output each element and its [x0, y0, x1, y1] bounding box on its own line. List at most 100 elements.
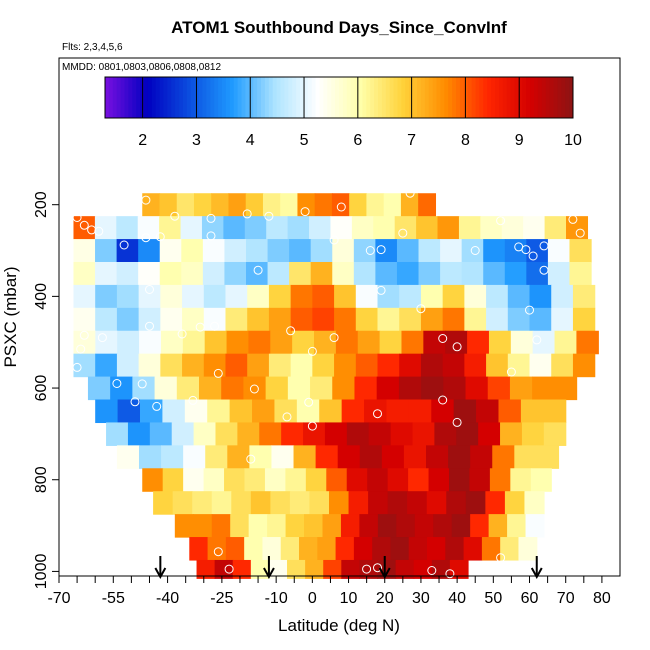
- heatmap-cell: [400, 193, 419, 217]
- heatmap-cell: [245, 193, 264, 217]
- heatmap-cell: [250, 491, 271, 515]
- heatmap-cell: [381, 445, 405, 469]
- heatmap-cell: [451, 514, 471, 538]
- heatmap-cell: [138, 307, 161, 332]
- heatmap-cell: [274, 399, 298, 424]
- heatmap-cell: [408, 468, 430, 492]
- heatmap-cell: [330, 216, 353, 240]
- heatmap-cell: [449, 559, 469, 579]
- heatmap-cell: [359, 559, 379, 579]
- colorbar-segment: [479, 77, 484, 118]
- observation-marker: [405, 188, 415, 198]
- colorbar-segment: [456, 77, 461, 118]
- observation-marker: [362, 564, 372, 574]
- heatmap-cell: [488, 330, 512, 355]
- heatmap-cell: [386, 399, 410, 424]
- colorbar-segment: [249, 77, 254, 118]
- heatmap-cell: [488, 514, 508, 538]
- colorbar-segment: [124, 77, 129, 118]
- colorbar-segment: [132, 77, 137, 118]
- heatmap-cell: [162, 468, 184, 492]
- colorbar-segment: [557, 77, 562, 118]
- heatmap-cell: [340, 514, 361, 538]
- heatmap-cell: [547, 261, 571, 286]
- observation-marker: [470, 246, 480, 255]
- heatmap-cell: [94, 216, 117, 240]
- heatmap-cell: [184, 399, 208, 424]
- heatmap-cell: [142, 193, 161, 217]
- heatmap-cell: [268, 307, 292, 332]
- heatmap-cell: [116, 353, 140, 378]
- heatmap-cell: [290, 307, 313, 332]
- heatmap-cell: [183, 445, 206, 469]
- heatmap-cell: [221, 376, 245, 401]
- heatmap-cell: [95, 261, 118, 286]
- heatmap-cell: [229, 399, 253, 424]
- heatmap-cell: [334, 353, 357, 378]
- observation-marker: [79, 330, 89, 340]
- heatmap-cell: [268, 353, 292, 378]
- heatmap-cell: [289, 261, 312, 286]
- observation-marker: [398, 228, 408, 238]
- observation-marker: [304, 397, 314, 407]
- colorbar-segment: [537, 77, 543, 118]
- colorbar-segment: [272, 77, 278, 118]
- observation-marker: [155, 232, 165, 242]
- heatmap-cell: [483, 239, 506, 263]
- heatmap-cell: [73, 216, 96, 240]
- colorbar-segment: [459, 77, 465, 118]
- observation-marker: [496, 216, 506, 226]
- observation-marker: [213, 547, 223, 557]
- heatmap-cell: [367, 468, 389, 492]
- heatmap-cell: [481, 537, 501, 561]
- heatmap-cells: [73, 193, 599, 579]
- heatmap-cell: [355, 284, 379, 309]
- heatmap-cell: [203, 353, 227, 378]
- y-tick-label: 400: [33, 283, 50, 310]
- heatmap-cell: [73, 353, 96, 378]
- heatmap-cell: [237, 422, 260, 446]
- heatmap-cell: [387, 491, 408, 515]
- heatmap-cell: [525, 514, 545, 538]
- colorbar-segment: [413, 77, 418, 118]
- observation-marker: [112, 379, 122, 388]
- heatmap-cell: [518, 537, 538, 561]
- observation-marker: [141, 195, 151, 205]
- observation-marker: [300, 207, 310, 217]
- colorbar-segment: [463, 77, 469, 118]
- heatmap-cell: [305, 468, 327, 492]
- observation-marker: [206, 213, 216, 223]
- heatmap-cell: [543, 422, 567, 446]
- heatmap-cell: [181, 261, 204, 286]
- heatmap-cell: [138, 445, 162, 469]
- heatmap-cell: [153, 491, 174, 515]
- heatmap-cell: [551, 307, 574, 332]
- colorbar-tick-label: 10: [564, 132, 582, 149]
- heatmap-cell: [95, 284, 118, 309]
- y-axis: 200 400 600 800 1000: [33, 191, 59, 589]
- heatmap-cell: [464, 353, 487, 378]
- colorbar-segment: [147, 77, 153, 118]
- heatmap-cell: [252, 399, 276, 424]
- heatmap-cell: [418, 261, 441, 286]
- heatmap-cell: [310, 376, 333, 401]
- heatmap-cell: [304, 514, 324, 538]
- observation-marker: [532, 335, 542, 345]
- heatmap-cell: [271, 445, 295, 469]
- colorbar-segment: [331, 77, 336, 118]
- heatmap-cell: [268, 284, 292, 309]
- heatmap-cell: [73, 307, 96, 332]
- colorbar-segment: [389, 77, 395, 118]
- observation-marker: [286, 326, 296, 336]
- heatmap-cell: [523, 216, 546, 240]
- heatmap-cell: [487, 376, 511, 401]
- heatmap-cell: [227, 445, 250, 469]
- heatmap-cell: [442, 307, 465, 332]
- colorbar-tick-label: 9: [515, 132, 524, 149]
- heatmap-cell: [73, 330, 96, 355]
- heatmap-cell: [551, 353, 574, 378]
- y-tick-label: 200: [33, 191, 50, 218]
- observation-marker: [195, 322, 205, 332]
- heatmap-cell: [116, 261, 139, 286]
- heatmap-cell: [116, 307, 140, 332]
